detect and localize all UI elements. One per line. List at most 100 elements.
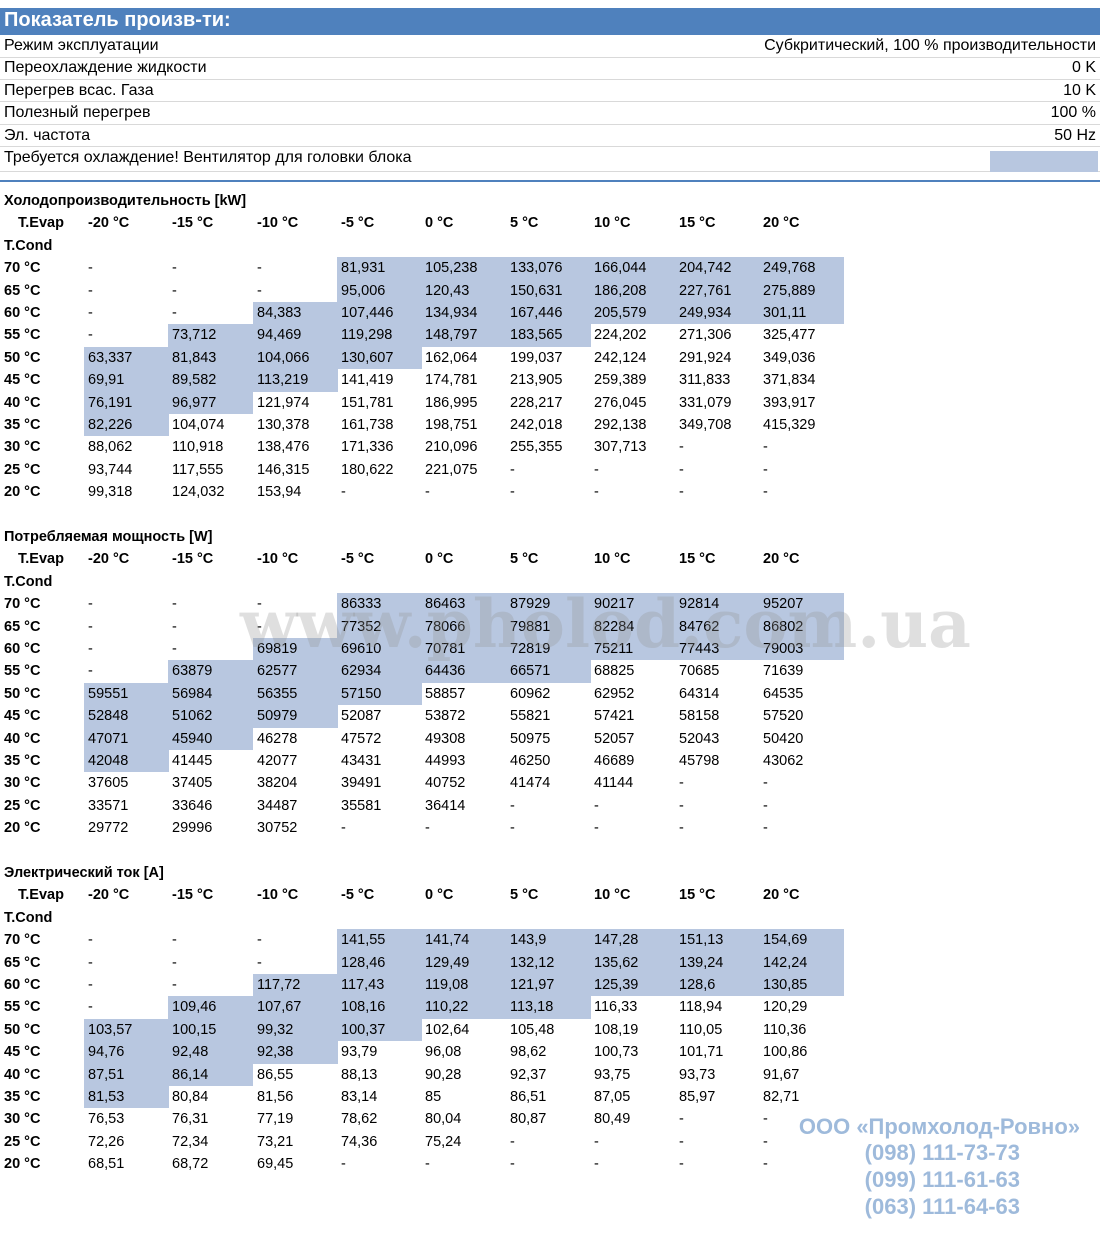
table-cell: - xyxy=(88,596,93,613)
column-header: 0 °C xyxy=(425,215,454,232)
table-cell: 91,67 xyxy=(763,1066,800,1083)
table-cell: 82,71 xyxy=(763,1089,800,1105)
table-cell: 42048 xyxy=(84,750,169,773)
row-label: 45 °C xyxy=(4,372,41,389)
row-header-label: T.Cond xyxy=(4,237,53,254)
watermark-site: www.pholod.com.ua xyxy=(240,585,971,663)
table-cell: 57520 xyxy=(763,708,804,725)
setting-label: Эл. частота xyxy=(4,126,91,144)
table-cell: - xyxy=(88,282,93,299)
table-cell: 242,018 xyxy=(510,417,563,433)
table-cell: 46250 xyxy=(510,753,551,769)
table-cell: 83,14 xyxy=(341,1089,378,1105)
table-cell: 228,217 xyxy=(510,394,563,411)
row-header-label: T.Cond xyxy=(4,573,53,590)
table-cell: - xyxy=(88,999,93,1016)
table-cell: 142,24 xyxy=(759,951,844,974)
table-cell: 147,28 xyxy=(590,929,675,952)
table-cell: 68,72 xyxy=(172,1156,209,1173)
table-cell: - xyxy=(88,260,93,277)
table-cell: 85 xyxy=(425,1089,442,1105)
table-cell: - xyxy=(763,797,768,814)
table-cell: 46689 xyxy=(594,753,635,769)
column-header: -5 °C xyxy=(341,887,375,904)
table-cell: - xyxy=(594,461,599,478)
table-cell: 70781 xyxy=(421,638,506,661)
row-label: 60 °C xyxy=(4,305,41,321)
table-cell: - xyxy=(510,1133,515,1150)
table-cell: 78066 xyxy=(421,615,506,638)
table-cell: 128,6 xyxy=(675,974,760,997)
row-label: 50 °C xyxy=(4,349,41,366)
table-cell: 117,555 xyxy=(172,461,224,478)
table-cell: - xyxy=(679,461,684,478)
table-cell: 153,94 xyxy=(257,484,302,501)
table-cell: 148,797 xyxy=(421,324,506,347)
table-cell: 30752 xyxy=(257,820,298,837)
column-header: -5 °C xyxy=(341,551,375,568)
table-cell: 119,08 xyxy=(421,974,506,997)
table-cell: - xyxy=(172,282,177,299)
table-cell: 301,11 xyxy=(759,302,844,325)
table-cell: 72,26 xyxy=(88,1133,125,1150)
table-cell: - xyxy=(172,618,177,635)
row-label: 30 °C xyxy=(4,439,41,456)
table-cell: 63879 xyxy=(168,660,253,683)
table-cell: 103,57 xyxy=(84,1018,169,1042)
table-cell: - xyxy=(341,1156,346,1173)
table-cell: 45940 xyxy=(168,727,253,750)
row-label: 30 °C xyxy=(4,1111,41,1128)
table-cell: 57150 xyxy=(337,682,422,706)
table-cell: 166,044 xyxy=(590,257,675,280)
table-cell: 291,924 xyxy=(679,349,732,366)
table-cell: 87,05 xyxy=(594,1089,631,1105)
table-cell: 33646 xyxy=(172,797,213,814)
table-cell: 78,62 xyxy=(341,1111,378,1128)
table-cell: 171,336 xyxy=(341,439,394,456)
row-label: 70 °C xyxy=(4,932,41,949)
table-cell: 96,08 xyxy=(425,1044,462,1061)
table-cell: 199,037 xyxy=(510,349,563,366)
table-cell: 79881 xyxy=(506,615,591,638)
table-cell: 45798 xyxy=(679,753,720,769)
table-cell: 52043 xyxy=(679,730,720,747)
table-cell: 116,33 xyxy=(594,999,638,1016)
table-cell: 56984 xyxy=(168,682,253,706)
table-cell: 113,18 xyxy=(506,996,591,1019)
table-cell: 76,53 xyxy=(88,1111,125,1128)
row-label: 20 °C xyxy=(4,820,41,837)
column-header: -20 °C xyxy=(88,551,130,568)
table-cell: 204,742 xyxy=(675,257,760,280)
table-cell: 92,38 xyxy=(253,1041,338,1064)
table-cell: 68,51 xyxy=(88,1156,125,1173)
setting-label: Требуется охлаждение! Вентилятор для гол… xyxy=(4,149,412,166)
row-label: 65 °C xyxy=(4,618,41,635)
table-cell: 117,72 xyxy=(253,974,338,997)
column-header: -10 °C xyxy=(257,551,299,568)
table-cell: 49308 xyxy=(425,730,466,747)
table-cell: 72,34 xyxy=(172,1133,209,1150)
table-cell: 117,43 xyxy=(337,974,422,997)
setting-value: 50 Hz xyxy=(1054,126,1096,144)
table-cell: 93,79 xyxy=(341,1044,378,1061)
table-cell: 81,56 xyxy=(257,1089,294,1105)
table-cell: 183,565 xyxy=(506,324,591,347)
table-cell: 141,55 xyxy=(337,929,422,952)
row-label: 40 °C xyxy=(4,1066,41,1083)
setting-label: Полезный перегрев xyxy=(4,104,151,122)
table-cell: 47572 xyxy=(341,730,382,747)
table-cell: 307,713 xyxy=(594,439,647,456)
table-cell: - xyxy=(88,977,93,993)
table-cell: - xyxy=(679,484,684,501)
table-cell: 85,97 xyxy=(679,1089,716,1105)
table-cell: - xyxy=(172,596,177,613)
table-cell: 325,477 xyxy=(763,327,816,344)
watermark-contact: (098) 111-73-73 xyxy=(864,1140,1020,1165)
table-cell: 64436 xyxy=(421,660,506,683)
table-cell: - xyxy=(257,596,262,613)
table-cell: 180,622 xyxy=(341,461,394,478)
table-cell: 110,918 xyxy=(172,439,224,456)
table-cell: 50975 xyxy=(510,730,551,747)
table-cell: 249,934 xyxy=(675,302,760,325)
